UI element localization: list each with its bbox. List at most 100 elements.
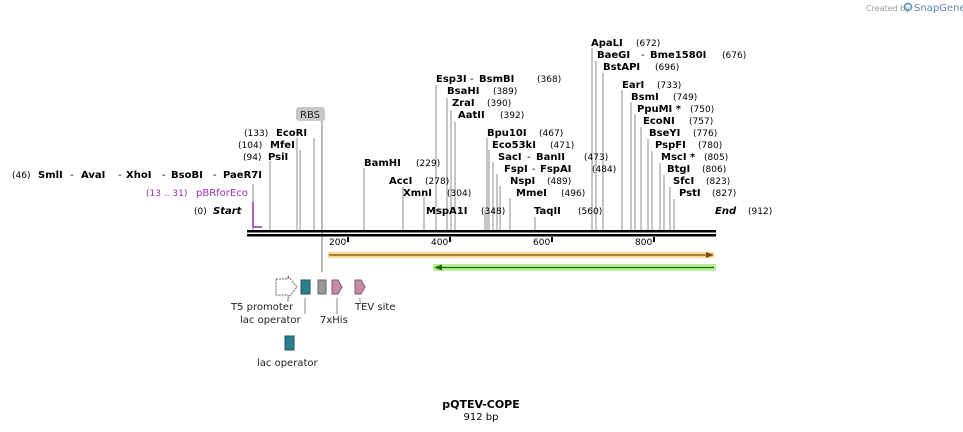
- enzyme-psti: PstI: [679, 188, 701, 199]
- enzyme-bsmi: BsmI: [631, 92, 659, 103]
- enzyme-bstapi: BstAPI: [603, 62, 640, 73]
- enzyme-nspi: NspI: [510, 176, 535, 187]
- orf-forward[interactable]: [328, 252, 714, 258]
- enzyme-saci: SacI: [498, 152, 522, 163]
- svg-text:-: -: [118, 170, 122, 181]
- end-label: End: [715, 206, 737, 217]
- svg-text:-: -: [70, 170, 74, 181]
- enzyme-zrai: ZraI: [452, 98, 475, 109]
- pos-bseyi: (776): [693, 129, 717, 139]
- pos-taqii: (560): [578, 207, 602, 217]
- tick-800: 800: [635, 238, 652, 248]
- enzyme-fspai: FspAI: [540, 164, 571, 175]
- t5-promoter-label: T5 promoter: [230, 302, 294, 313]
- orf-reverse[interactable]: [433, 264, 716, 271]
- map-length: 912 bp: [464, 412, 499, 423]
- tick-600: 600: [533, 238, 550, 248]
- tev-site-label: TEV site: [354, 302, 396, 313]
- his-tag-arrow[interactable]: [331, 279, 343, 295]
- ruler: 200 400 600 800: [329, 237, 655, 248]
- pos-mmei: (496): [561, 189, 585, 199]
- enzyme-baegi: BaeGI: [597, 50, 630, 61]
- enzyme-ecori: EcoRI: [276, 128, 307, 139]
- pos-econi: (757): [689, 117, 713, 127]
- rbs-badge[interactable]: [296, 107, 325, 121]
- lac-operator-label: lac operator: [240, 315, 301, 326]
- pos-bsmbi: (368): [537, 75, 561, 85]
- enzyme-bsmbi: BsmBI: [479, 74, 514, 85]
- pos-eco53ki: (471): [550, 141, 574, 151]
- enzyme-mfei: MfeI: [270, 140, 295, 151]
- map-title: pQTEV-COPE: [442, 398, 520, 411]
- pos-bsahi: (389): [493, 87, 517, 97]
- pos-bamhi: (229): [416, 159, 440, 169]
- pos-bpu10i: (467): [539, 129, 563, 139]
- pos-bme1580i: (676): [722, 51, 746, 61]
- enzyme-banii: BanII: [536, 152, 565, 163]
- start-label: Start: [213, 206, 243, 217]
- pos-xmni: (304): [447, 189, 471, 199]
- watermark-brand: SnapGene: [914, 3, 963, 14]
- end-pos: (912): [748, 207, 772, 217]
- enzyme-sfci: SfcI: [673, 176, 694, 187]
- svg-text:-: -: [162, 170, 166, 181]
- tick-200: 200: [329, 238, 346, 248]
- enzyme-bme1580i: Bme1580I: [650, 50, 706, 61]
- enzyme-smli: SmlI: [38, 170, 63, 181]
- pos-pspfi: (780): [698, 141, 722, 151]
- enzyme-pspfi: PspFI: [655, 140, 686, 151]
- enzyme-eari: EarI: [622, 80, 644, 91]
- enzyme-bsahi: BsaHI: [447, 86, 479, 97]
- enzyme-leader-lines: [252, 48, 675, 230]
- snapgene-logo-icon: [903, 2, 913, 12]
- tick-400: 400: [431, 238, 448, 248]
- enzyme-aatii: AatII: [458, 110, 485, 121]
- lac-operator-label-2: lac operator: [257, 358, 318, 369]
- enzyme-mspa1i: MspA1I: [426, 206, 467, 217]
- t5-promoter-arrow[interactable]: [275, 274, 298, 300]
- rbs-box[interactable]: [317, 279, 327, 295]
- enzyme-msci: MscI *: [661, 152, 696, 163]
- lac-operator-box-2[interactable]: [284, 335, 295, 351]
- svg-text:-: -: [527, 152, 531, 163]
- svg-text:-: -: [532, 164, 536, 175]
- enzyme-fspi: FspI: [504, 164, 528, 175]
- pos-smli: (46): [12, 171, 30, 181]
- pos-aatii: (392): [500, 111, 524, 121]
- enzyme-apali: ApaLI: [591, 38, 623, 49]
- enzyme-bseyi: BseYI: [649, 128, 680, 139]
- enzyme-aval: AvaI: [81, 170, 105, 181]
- enzyme-esp3i: Esp3I: [436, 74, 467, 85]
- pos-bstapi: (696): [655, 63, 679, 73]
- enzyme-bamhi: BamHI: [364, 158, 401, 169]
- lac-operator-box[interactable]: [300, 279, 311, 295]
- primer-range: (13 .. 31): [146, 189, 187, 199]
- enzyme-eco53ki: Eco53kI: [492, 140, 536, 151]
- pos-nspi: (489): [547, 177, 571, 187]
- pos-banii: (473): [584, 153, 608, 163]
- svg-text:-: -: [213, 170, 217, 181]
- pos-ppumi: (750): [690, 105, 714, 115]
- enzyme-paer7i: PaeR7I: [223, 170, 262, 181]
- svg-text:-: -: [641, 50, 645, 61]
- sequence-backbone[interactable]: [247, 230, 716, 237]
- pos-ecori: (133): [244, 129, 268, 139]
- pos-sfci: (823): [706, 177, 730, 187]
- watermark-text: Created by: [866, 4, 910, 13]
- start-pos: (0): [194, 207, 207, 217]
- enzyme-ppumi: PpuMI *: [637, 104, 682, 115]
- pos-psti: (827): [712, 189, 736, 199]
- pos-apali: (672): [636, 39, 660, 49]
- tev-site-arrow[interactable]: [354, 279, 366, 295]
- pos-bsmi: (749): [673, 93, 697, 103]
- pos-fspai: (484): [592, 165, 616, 175]
- his-tag-label: 7xHis: [320, 315, 348, 326]
- enzyme-acci: AccI: [389, 176, 412, 187]
- enzyme-econi: EcoNI: [643, 116, 675, 127]
- enzyme-mmei: MmeI: [516, 188, 547, 199]
- pos-zrai: (390): [487, 99, 511, 109]
- rbs-label: RBS: [300, 110, 320, 121]
- pos-mspa1i: (348): [481, 207, 505, 217]
- pos-btgi: (806): [702, 165, 726, 175]
